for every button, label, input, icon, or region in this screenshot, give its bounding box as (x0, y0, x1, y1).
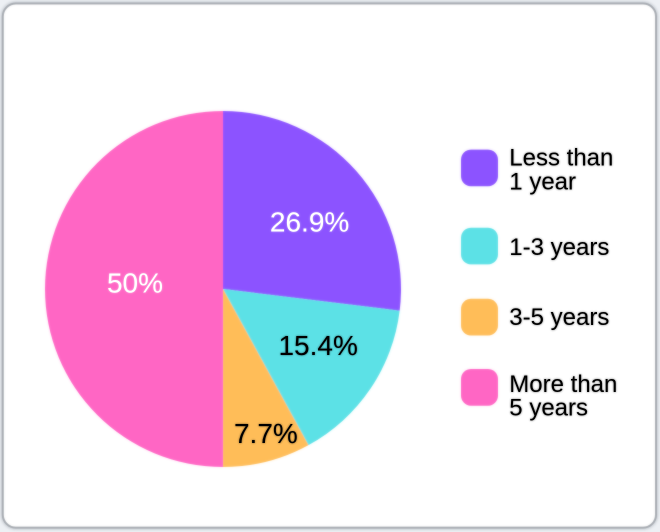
svg-text:26.9%: 26.9% (270, 206, 349, 237)
svg-text:50%: 50% (107, 268, 163, 299)
svg-text:15.4%: 15.4% (278, 330, 357, 361)
svg-text:1 year: 1 year (509, 169, 576, 196)
svg-text:5 years: 5 years (509, 395, 588, 422)
svg-text:1-3 years: 1-3 years (509, 234, 609, 261)
svg-text:Less than: Less than (509, 144, 613, 171)
svg-text:More than: More than (509, 371, 617, 398)
svg-text:7.7%: 7.7% (234, 418, 298, 449)
svg-text:3-5 years: 3-5 years (509, 304, 609, 331)
